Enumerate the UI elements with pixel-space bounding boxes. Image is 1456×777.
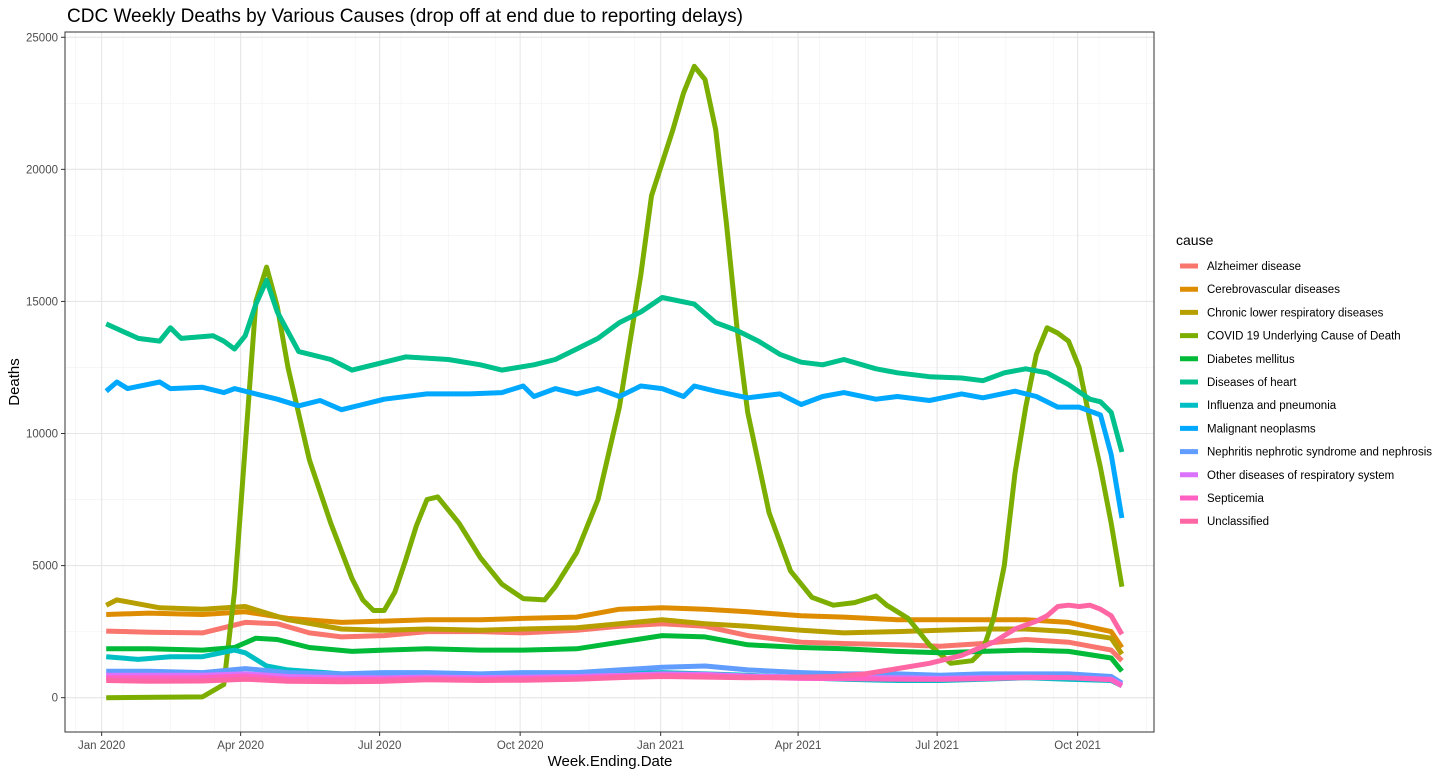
chart-title: CDC Weekly Deaths by Various Causes (dro… [67, 6, 743, 27]
legend-label: Influenza and pneumonia [1207, 400, 1337, 412]
y-tick-label: 5000 [32, 561, 58, 573]
x-tick-label: Jan 2021 [637, 740, 684, 752]
plot-panel-border [64, 31, 1155, 733]
legend-label: Unclassified [1207, 516, 1269, 528]
series-line [106, 663, 1124, 686]
legend-label: Malignant neoplasms [1207, 423, 1316, 435]
x-axis-title: Week.Ending.Date [548, 753, 673, 770]
y-tick-label: 10000 [26, 429, 58, 441]
x-tick-label: Jan 2020 [78, 740, 125, 752]
y-axis: 0 5000 10000 15000 20000 25000 [26, 32, 65, 705]
legend: cause Alzheimer disease Cerebrovascular d… [1176, 232, 1432, 528]
x-tick-label: Oct 2020 [497, 740, 544, 752]
legend-label: Diseases of heart [1207, 377, 1297, 389]
legend-label: Diabetes mellitus [1207, 354, 1295, 366]
series-line [104, 379, 1125, 519]
plot-background [65, 32, 1154, 732]
legend-label: Alzheimer disease [1207, 261, 1301, 273]
series-lines [104, 63, 1125, 701]
y-axis-title: Deaths [6, 358, 23, 406]
legend-label: Other diseases of respiratory system [1207, 470, 1394, 482]
x-axis: Jan 2020 Apr 2020 Jul 2020 Oct 2020 Jan 2021… [78, 732, 1101, 752]
legend-label: Chronic lower respiratory diseases [1207, 307, 1384, 319]
legend-label: Cerebrovascular diseases [1207, 284, 1340, 296]
grid [65, 32, 1154, 732]
y-tick-label: 25000 [26, 32, 58, 44]
series-line [105, 277, 1125, 453]
legend-title: cause [1176, 232, 1214, 248]
legend-label: Nephritis nephrotic syndrome and nephros… [1207, 447, 1432, 459]
x-tick-label: Apr 2021 [775, 740, 822, 752]
series-line [105, 597, 1124, 656]
series-line [106, 63, 1125, 701]
series-line [106, 602, 1125, 685]
y-tick-label: 20000 [26, 164, 58, 176]
x-tick-label: Jul 2020 [358, 740, 401, 752]
legend-label: COVID 19 Underlying Cause of Death [1207, 331, 1401, 343]
x-tick-label: Jul 2021 [915, 740, 958, 752]
y-tick-label: 0 [52, 693, 58, 705]
x-tick-label: Oct 2021 [1054, 740, 1101, 752]
y-tick-label: 15000 [26, 296, 58, 308]
legend-label: Septicemia [1207, 493, 1264, 505]
x-tick-label: Apr 2020 [217, 740, 264, 752]
